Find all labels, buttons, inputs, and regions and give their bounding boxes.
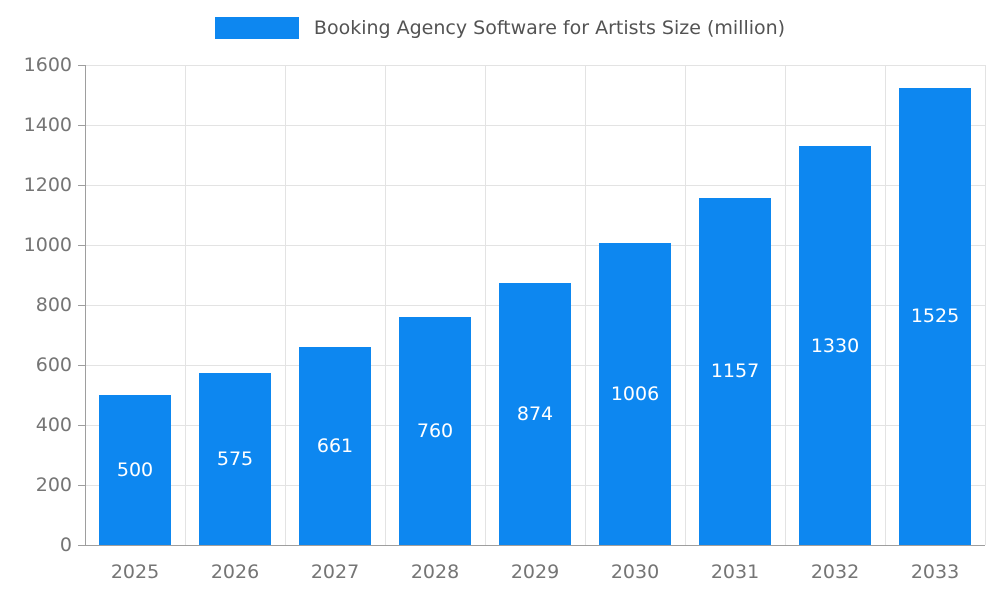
y-axis-tick-label: 0 [59, 534, 72, 556]
x-axis-tick-label: 2030 [610, 561, 660, 583]
y-axis-tick-label: 1000 [23, 234, 72, 256]
horizontal-gridline [85, 125, 985, 126]
x-axis-line [85, 545, 985, 546]
bar-value-label: 1006 [610, 383, 660, 406]
legend-swatch [214, 17, 299, 39]
bar-value-label: 1330 [810, 334, 860, 357]
chart-title: Booking Agency Software for Artists Size… [313, 17, 786, 39]
y-axis-tick-mark [78, 485, 85, 486]
y-axis-tick-mark [78, 305, 85, 306]
bar-2029[interactable] [499, 282, 571, 545]
vertical-gridline [485, 65, 486, 545]
vertical-gridline [685, 65, 686, 545]
bar-value-label: 500 [116, 459, 154, 481]
vertical-gridline [185, 65, 186, 545]
x-axis-tick-label: 2027 [310, 561, 360, 583]
vertical-gridline [585, 65, 586, 545]
horizontal-gridline [85, 245, 985, 246]
x-axis-tick-label: 2026 [210, 561, 260, 583]
bar-2028[interactable] [399, 317, 471, 545]
y-axis-tick-mark [78, 365, 85, 366]
bar-value-label: 874 [516, 402, 554, 425]
y-axis-line [85, 65, 86, 545]
x-axis-tick-label: 2032 [810, 561, 860, 583]
bar-2025[interactable] [99, 395, 171, 545]
vertical-gridline [985, 65, 986, 545]
x-axis-tick-label: 2029 [510, 561, 560, 583]
y-axis-tick-label: 600 [35, 354, 72, 376]
vertical-gridline [885, 65, 886, 545]
bar-value-label: 1525 [910, 305, 960, 328]
vertical-gridline [285, 65, 286, 545]
vertical-gridline [785, 65, 786, 545]
y-axis-tick-label: 400 [35, 414, 72, 436]
y-axis-tick-mark [78, 425, 85, 426]
y-axis-tick-mark [78, 245, 85, 246]
y-axis-tick-label: 200 [35, 474, 72, 496]
y-axis-tick-label: 1400 [23, 114, 72, 136]
y-axis-tick-mark [78, 125, 85, 126]
bar-value-label: 575 [216, 447, 254, 470]
bar-2027[interactable] [299, 346, 371, 545]
x-axis-tick-label: 2031 [710, 561, 760, 583]
vertical-gridline [385, 65, 386, 545]
bar-2030[interactable] [599, 243, 671, 545]
y-axis-tick-mark [78, 65, 85, 66]
x-axis-tick-label: 2028 [410, 561, 460, 583]
y-axis-tick-label: 1600 [23, 54, 72, 76]
bar-value-label: 760 [416, 420, 454, 442]
x-axis-tick-label: 2025 [110, 561, 160, 583]
y-axis-tick-label: 800 [35, 294, 72, 316]
y-axis-tick-label: 1200 [23, 174, 72, 196]
bar-2026[interactable] [199, 372, 271, 545]
bar-2031[interactable] [699, 197, 771, 545]
chart-legend: Booking Agency Software for Artists Size… [0, 17, 1000, 39]
x-axis-tick-label: 2033 [910, 561, 960, 583]
horizontal-gridline [85, 185, 985, 186]
horizontal-gridline [85, 65, 985, 66]
bar-2033[interactable] [899, 87, 971, 545]
y-axis-tick-mark [78, 545, 85, 546]
bar-2032[interactable] [799, 146, 871, 545]
y-axis-tick-mark [78, 185, 85, 186]
bar-value-label: 1157 [710, 360, 760, 383]
bar-value-label: 661 [316, 434, 354, 457]
